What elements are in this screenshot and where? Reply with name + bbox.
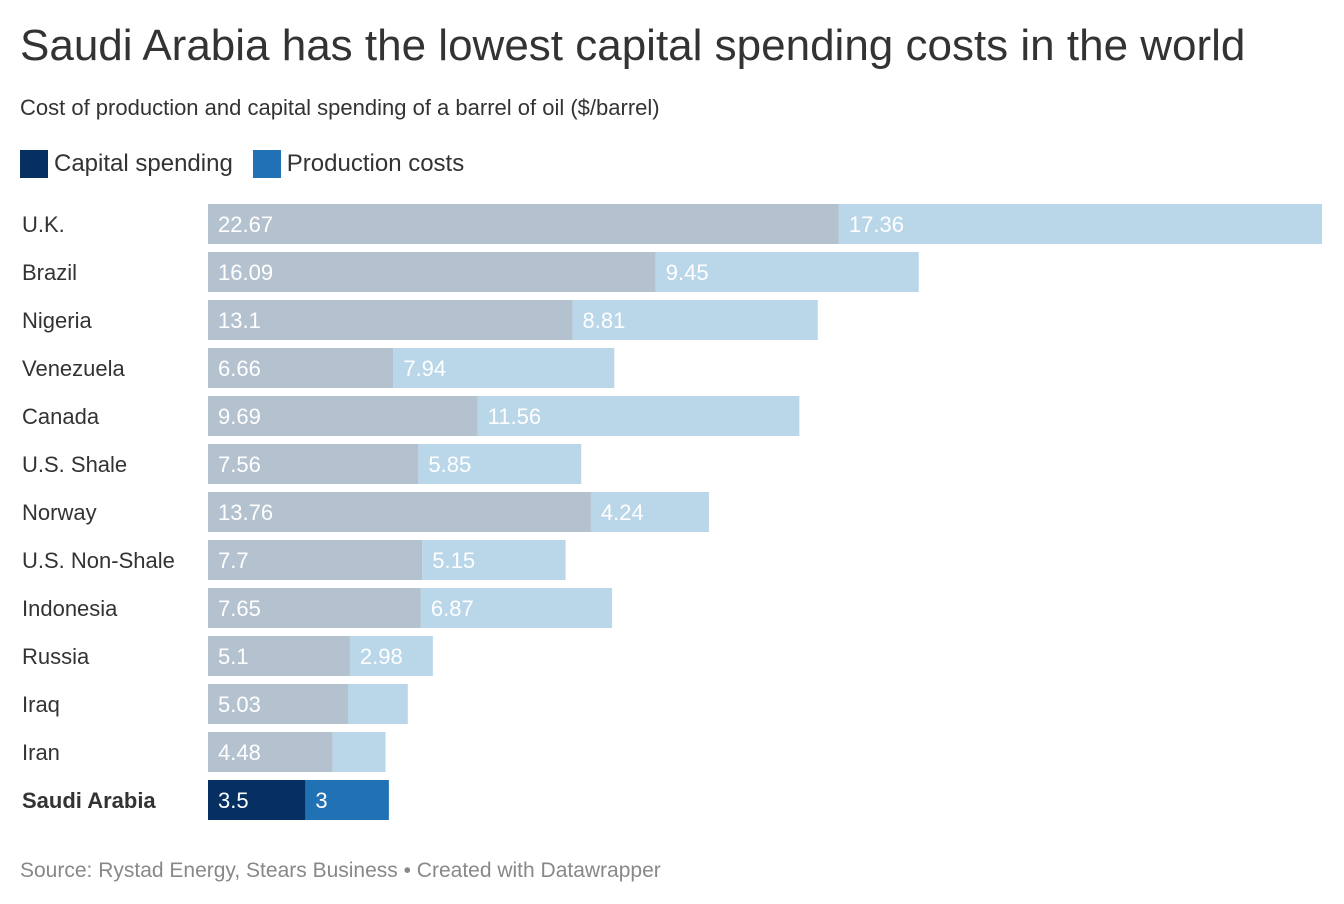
legend-item-production: Production costs [252,150,465,178]
production-cost-bar [477,396,800,436]
bar-row-u-s-shale: U.S. Shale 7.56 5.85 [22,444,582,484]
capital-spending-bar [208,492,591,532]
source-note: Source: Rystad Energy, Stears Business •… [20,859,661,882]
bar-row-norway: Norway 13.76 4.24 [22,492,709,532]
capital-value-label: 13.1 [218,308,261,333]
capital-value-label: 3.5 [218,788,249,813]
category-label: Indonesia [22,596,118,621]
production-cost-bar [655,252,919,292]
production-cost-bar [332,732,386,772]
capital-value-label: 4.48 [218,740,261,765]
production-value-label: 2.98 [360,644,403,669]
production-cost-bar [422,540,566,580]
production-cost-bar [572,300,818,340]
capital-spending-bar [208,684,348,724]
bar-row-canada: Canada 9.69 11.56 [22,396,800,436]
category-label: Iraq [22,692,60,717]
bar-row-brazil: Brazil 16.09 9.45 [22,252,919,292]
category-label: Russia [22,644,90,669]
capital-value-label: 7.56 [218,452,261,477]
production-cost-bar [305,780,389,820]
production-value-label: 5.15 [432,548,475,573]
production-cost-bar [349,636,433,676]
capital-spending-bar [208,204,839,244]
category-label: Norway [22,500,97,525]
capital-spending-bar [208,348,394,388]
capital-value-label: 5.03 [218,692,261,717]
bar-row-saudi-arabia: Saudi Arabia 3.5 3 [22,780,389,820]
capital-value-label: 7.7 [218,548,249,573]
bar-row-u-k: U.K. 22.67 17.36 [22,204,1322,244]
bar-row-indonesia: Indonesia 7.65 6.87 [22,588,613,628]
category-label: U.K. [22,212,65,237]
bar-chart: U.K. 22.67 17.36 Brazil 16.09 9.45 Nigeria 13.1… [22,204,1322,820]
category-label: Canada [22,404,100,429]
production-value-label: 3 [315,788,327,813]
capital-value-label: 5.1 [218,644,249,669]
legend: Capital spending Production costs [20,150,484,178]
capital-spending-bar [208,252,656,292]
capital-value-label: 6.66 [218,356,261,381]
category-label: Saudi Arabia [22,788,156,813]
capital-spending-bar [208,732,333,772]
capital-spending-bar [208,300,573,340]
bar-row-iran: Iran 4.48 [22,732,386,772]
chart-title: Saudi Arabia has the lowest capital spen… [20,21,1246,70]
bar-row-u-s-non-shale: U.S. Non-Shale 7.7 5.15 [22,540,566,580]
production-value-label: 11.56 [488,404,541,429]
capital-spending-bar [208,780,306,820]
capital-spending-bar [208,444,419,484]
production-value-label: 7.94 [403,356,446,381]
production-cost-bar [590,492,709,532]
category-label: Venezuela [22,356,126,381]
bar-row-venezuela: Venezuela 6.66 7.94 [22,348,615,388]
capital-value-label: 16.09 [218,260,273,285]
capital-spending-bar [208,636,350,676]
production-cost-bar [420,588,613,628]
capital-spending-bar [208,396,478,436]
production-cost-bar [418,444,582,484]
production-value-label: 17.36 [849,212,904,237]
production-cost-bar [347,684,408,724]
production-cost-bar [393,348,615,388]
production-value-label: 8.81 [583,308,626,333]
production-value-label: 4.24 [601,500,644,525]
category-label: Brazil [22,260,77,285]
capital-value-label: 22.67 [218,212,273,237]
production-value-label: 6.87 [431,596,474,621]
legend-item-capital: Capital spending [20,150,233,178]
bar-row-nigeria: Nigeria 13.1 8.81 [22,300,818,340]
category-label: Nigeria [22,308,92,333]
legend-swatch-capital [20,150,48,178]
capital-value-label: 7.65 [218,596,261,621]
category-label: U.S. Shale [22,452,127,477]
production-value-label: 9.45 [666,260,709,285]
capital-value-label: 13.76 [218,500,273,525]
category-label: Iran [22,740,60,765]
legend-label-production: Production costs [286,150,465,177]
legend-swatch-production [252,150,281,178]
chart-subtitle: Cost of production and capital spending … [20,95,660,120]
production-cost-bar [838,204,1322,244]
capital-value-label: 9.69 [218,404,261,429]
category-label: U.S. Non-Shale [22,548,175,573]
capital-spending-bar [208,540,423,580]
capital-spending-bar [208,588,421,628]
bar-row-russia: Russia 5.1 2.98 [22,636,433,676]
legend-label-capital: Capital spending [54,150,233,177]
production-value-label: 5.85 [428,452,471,477]
bar-row-iraq: Iraq 5.03 [22,684,408,724]
